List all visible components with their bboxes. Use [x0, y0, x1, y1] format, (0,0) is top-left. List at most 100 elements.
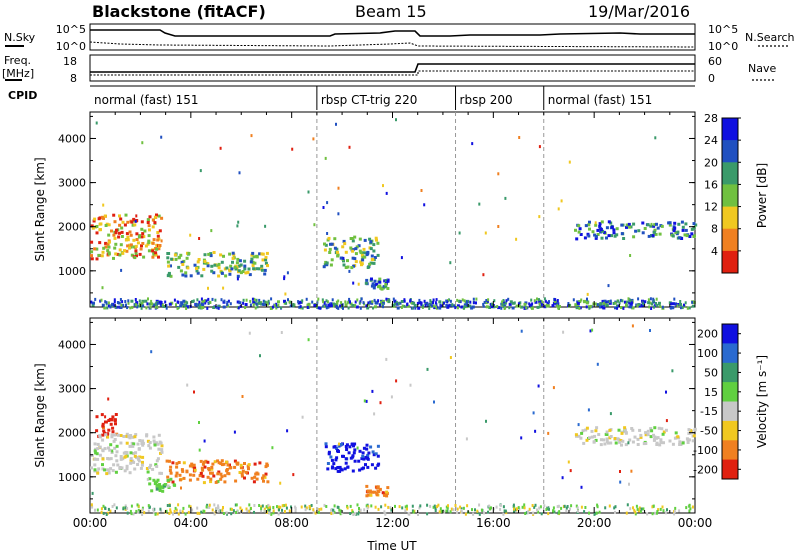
data-cell: [395, 300, 398, 304]
data-cell: [376, 485, 380, 489]
data-cell: [114, 305, 117, 309]
data-cell: [568, 303, 571, 307]
colorbar-frame: [721, 117, 739, 274]
data-cell: [228, 272, 232, 276]
data-cell: [362, 466, 365, 470]
data-cell: [374, 505, 377, 509]
data-cell: [629, 254, 632, 257]
data-cell: [217, 506, 220, 510]
data-cell: [574, 303, 577, 307]
data-cell: [375, 282, 379, 286]
data-cell: [283, 275, 286, 279]
data-cell: [584, 224, 588, 228]
data-cell: [182, 506, 185, 510]
nave-tick-bottom: 0: [708, 72, 715, 85]
data-cell: [235, 503, 238, 507]
data-cell: [128, 246, 131, 250]
data-cell: [204, 299, 206, 303]
data-cell: [662, 441, 665, 445]
data-cell: [650, 429, 654, 433]
data-cell: [277, 505, 280, 509]
data-cell: [375, 491, 379, 495]
data-cell: [656, 303, 659, 307]
data-cell: [553, 300, 557, 304]
data-cell: [150, 350, 153, 354]
data-cell: [614, 306, 617, 310]
data-cell: [103, 468, 107, 472]
data-cell: [403, 299, 406, 303]
data-cell: [145, 306, 148, 310]
data-cell: [219, 509, 222, 513]
data-cell: [102, 246, 106, 250]
data-cell: [147, 224, 151, 228]
colorbar-swatch: [722, 420, 738, 441]
data-cell: [96, 442, 100, 446]
data-cell: [151, 302, 154, 306]
data-cell: [634, 229, 638, 233]
data-cell: [502, 512, 505, 516]
data-cell: [198, 300, 201, 304]
data-cell: [253, 504, 256, 507]
data-cell: [382, 305, 385, 309]
data-cell: [370, 277, 373, 281]
data-cell: [264, 465, 268, 469]
data-cell: [602, 438, 606, 442]
data-cell: [524, 512, 527, 515]
data-cell: [251, 260, 255, 264]
data-cell: [605, 303, 609, 307]
data-cell: [383, 510, 386, 514]
data-cell: [141, 506, 144, 510]
data-cell: [340, 301, 343, 305]
data-cell: [294, 505, 297, 509]
data-cell: [384, 282, 388, 286]
data-cell: [662, 509, 665, 513]
data-cell: [542, 301, 545, 305]
data-cell: [588, 220, 591, 224]
data-cell: [182, 259, 186, 263]
data-cell: [195, 267, 198, 270]
data-cell: [140, 306, 143, 310]
data-cell: [258, 461, 262, 465]
data-cell: [242, 298, 245, 302]
data-cell: [365, 278, 369, 282]
data-cell: [294, 509, 297, 513]
data-cell: [344, 457, 348, 461]
data-cell: [653, 437, 657, 441]
data-cell: [684, 222, 688, 226]
data-cell: [212, 306, 216, 309]
data-cell: [400, 300, 404, 303]
data-cell: [360, 297, 363, 301]
data-cell: [160, 448, 164, 452]
data-cell: [136, 442, 140, 446]
data-cell: [647, 301, 651, 305]
data-cell: [353, 448, 357, 452]
data-cell: [432, 505, 435, 509]
data-cell: [560, 506, 563, 510]
data-cell: [329, 242, 332, 246]
data-cell: [438, 306, 442, 310]
data-cell: [155, 459, 159, 463]
data-cell: [619, 480, 622, 484]
data-cell: [325, 299, 328, 303]
data-cell: [307, 338, 310, 342]
data-cell: [133, 435, 137, 439]
data-cell: [117, 301, 121, 305]
data-cell: [271, 446, 274, 450]
data-cell: [210, 465, 214, 469]
data-cell: [439, 507, 442, 511]
data-cell: [291, 147, 294, 151]
data-cell: [595, 511, 598, 515]
data-cell: [304, 508, 307, 512]
data-cell: [268, 505, 271, 509]
data-cell: [654, 232, 658, 236]
colorbar-swatch: [722, 324, 738, 344]
data-cell: [565, 506, 568, 510]
data-cell: [539, 505, 542, 509]
data-cell: [225, 511, 228, 515]
data-cell: [322, 265, 326, 269]
data-cell: [607, 234, 611, 238]
data-cell: [104, 420, 108, 424]
data-cell: [226, 303, 229, 306]
data-cell: [283, 299, 286, 303]
data-cell: [215, 506, 218, 510]
